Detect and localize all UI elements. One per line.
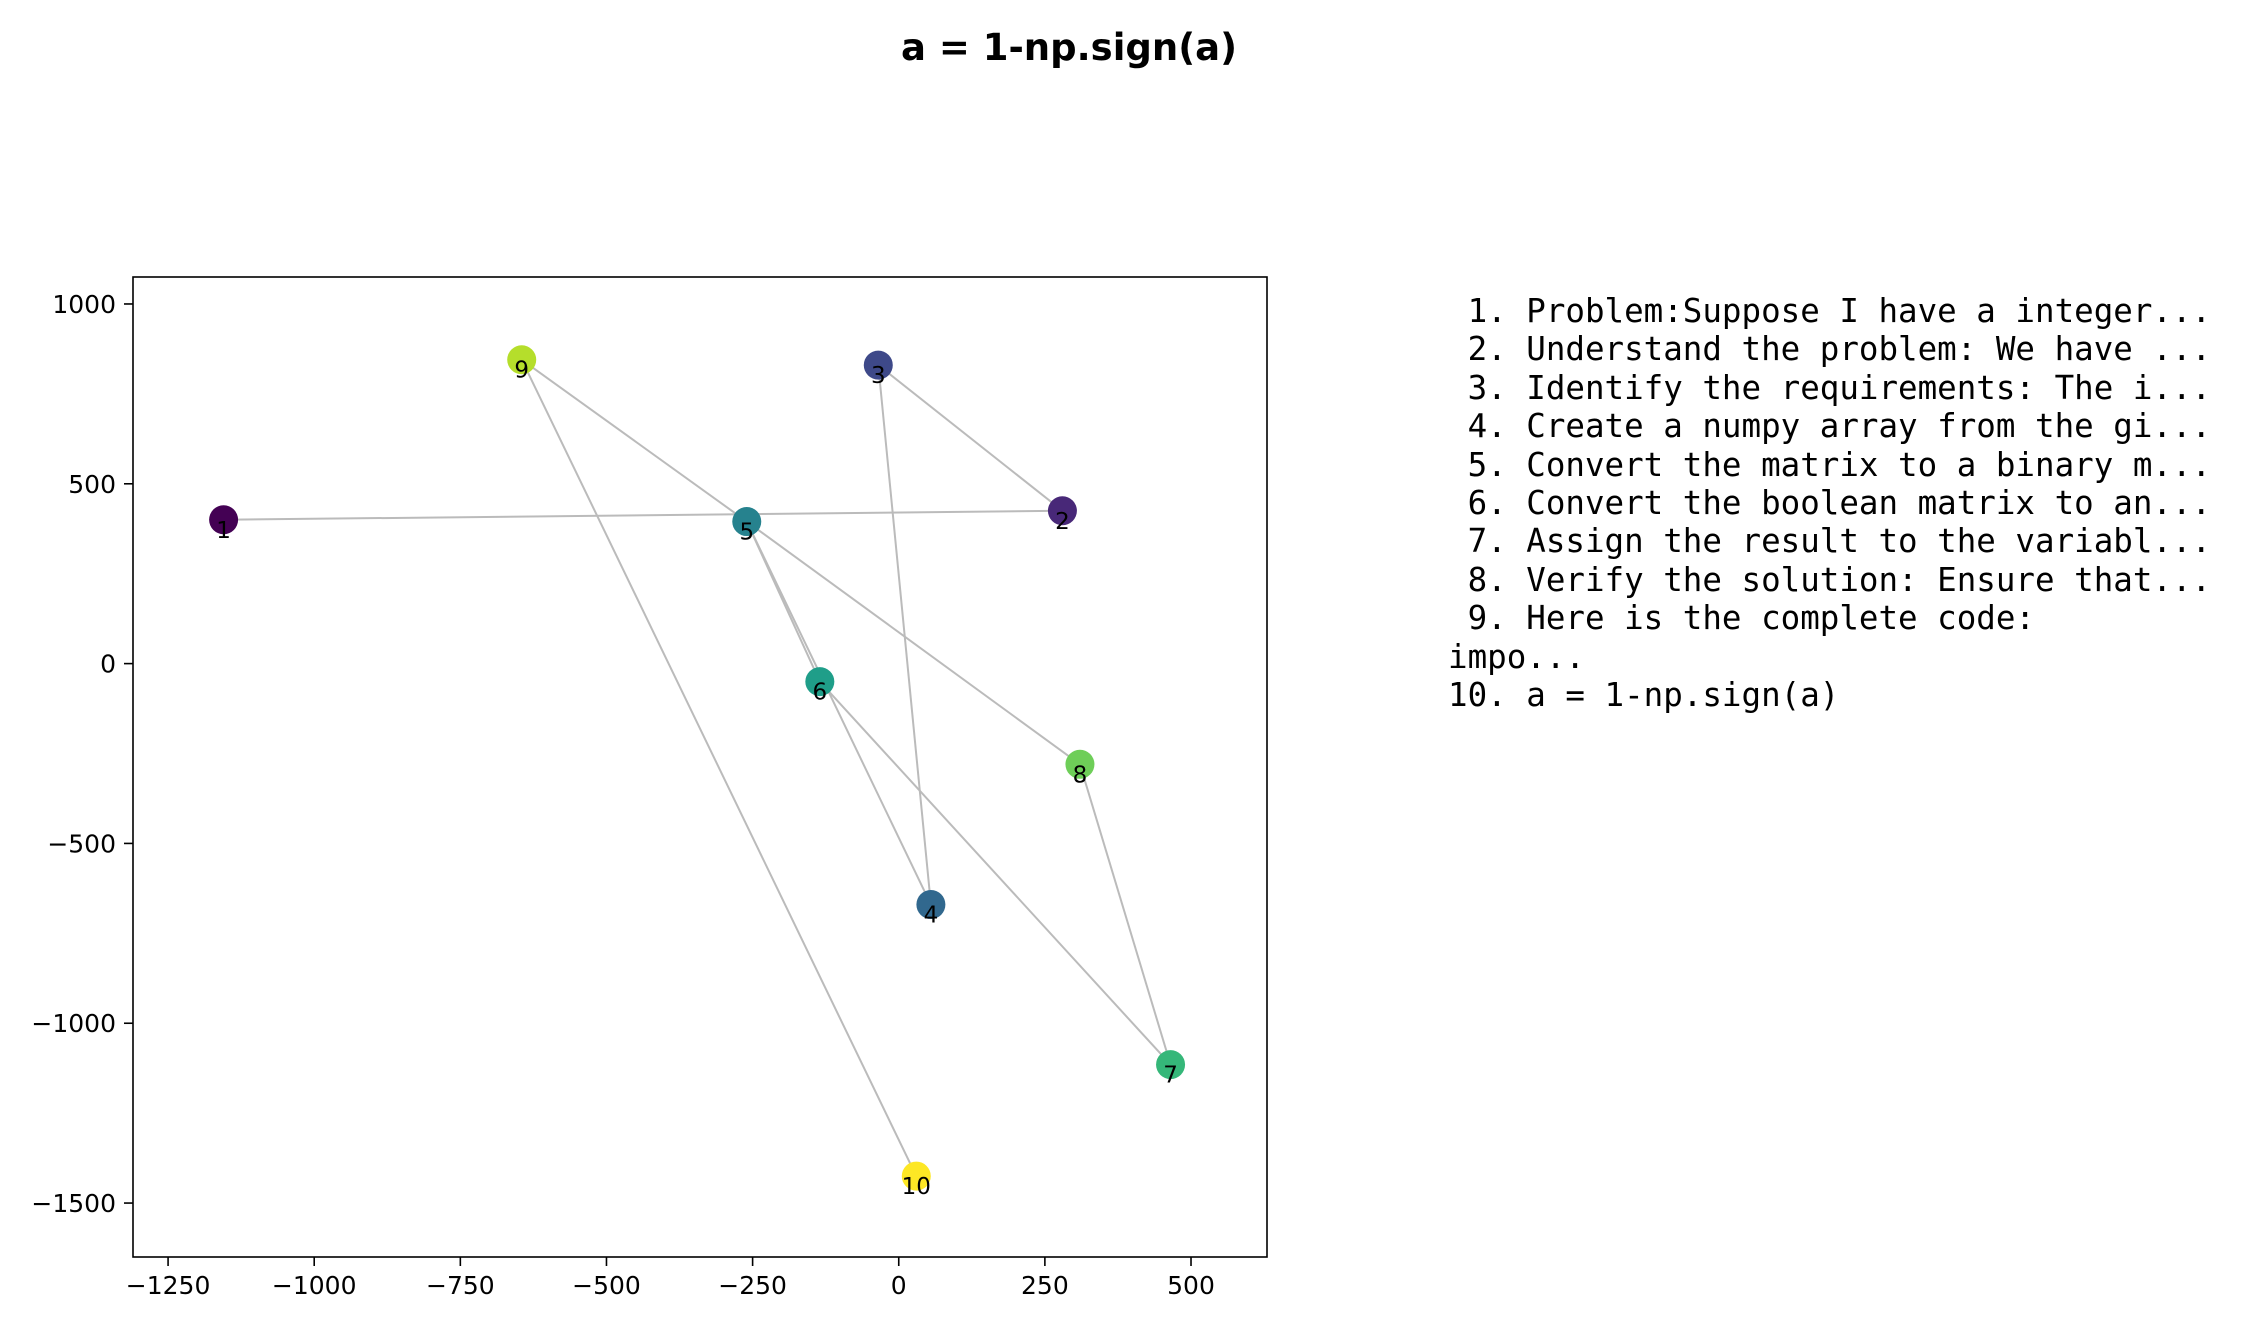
edge-line [223, 509, 1063, 521]
edge-layer [223, 358, 1172, 1177]
x-tick-label: −250 [718, 1271, 787, 1300]
legend-item: 6. Convert the boolean matrix to an... [1448, 484, 2212, 523]
point-layer [209, 345, 1186, 1191]
edge-line [1078, 764, 1172, 1065]
legend-item: 5. Convert the matrix to a binary m... [1448, 445, 2212, 484]
legend-item: 3. Identify the requirements: The i... [1448, 368, 2212, 407]
point-marker [209, 505, 239, 535]
edge-line [877, 364, 1064, 512]
y-tick-label: 0 [100, 650, 116, 679]
point-label: 7 [1163, 1063, 1178, 1089]
edge-line [877, 365, 932, 905]
legend-item: 8. Verify the solution: Ensure that... [1448, 560, 2212, 599]
point-marker [1065, 749, 1095, 779]
point-marker [1047, 496, 1077, 526]
y-tick-label: −1500 [31, 1189, 116, 1218]
chart-title: a = 1-np.sign(a) [901, 26, 1237, 69]
point-marker [805, 667, 835, 697]
x-tick-label: 0 [891, 1271, 907, 1300]
legend-item: 2. Understand the problem: We have ... [1448, 330, 2212, 369]
x-tick-label: 250 [1021, 1271, 1069, 1300]
point-label: 4 [924, 903, 939, 929]
point-marker [507, 345, 537, 375]
legend-item: 9. Here is the complete code: impo... [1448, 599, 2035, 676]
point-marker [863, 350, 893, 380]
edge-line [819, 680, 1172, 1066]
x-tick-label: −1000 [272, 1271, 357, 1300]
x-tick-label: −750 [426, 1271, 495, 1300]
y-tick-label: −500 [47, 829, 116, 858]
point-label: 10 [902, 1174, 931, 1200]
edge-line [746, 520, 1081, 766]
point-label: 3 [871, 363, 886, 389]
point-label: 6 [813, 680, 828, 706]
legend-item: 4. Create a numpy array from the gi... [1448, 407, 2212, 446]
edge-line [745, 521, 821, 683]
y-tick-label: 1000 [52, 290, 116, 319]
point-label: 9 [514, 358, 529, 384]
legend-item: 7. Assign the result to the variabl... [1448, 522, 2212, 561]
x-tick-label: −1250 [126, 1271, 211, 1300]
point-marker [732, 507, 762, 537]
point-label: 1 [216, 518, 231, 544]
point-label: 8 [1073, 762, 1088, 788]
x-axis: −1250 −1000 −750 −500 −250 0 250 500 [126, 1257, 1215, 1300]
legend-item: 1. Problem:Suppose I have a integer... [1448, 292, 2212, 330]
point-marker [901, 1161, 931, 1191]
y-axis: 1000 500 0 −500 −1000 −1500 [31, 290, 133, 1218]
edge-line [745, 521, 932, 905]
point-marker [916, 890, 946, 920]
point-marker [1156, 1050, 1186, 1080]
y-tick-label: −1000 [31, 1009, 116, 1038]
legend-item: 10. a = 1-np.sign(a) [1448, 676, 1840, 715]
plot-area-frame [132, 276, 1268, 1258]
edge-line [520, 359, 918, 1177]
point-label: 5 [739, 520, 754, 546]
x-tick-label: −500 [572, 1271, 641, 1300]
step-legend: 1. Problem:Suppose I have a integer... 2… [1448, 292, 2211, 714]
point-label: 2 [1055, 509, 1070, 535]
y-tick-label: 500 [68, 470, 116, 499]
edge-line [521, 358, 748, 523]
point-label-layer: 1 2 3 4 5 6 7 8 9 10 [216, 358, 1178, 1200]
x-tick-label: 500 [1167, 1271, 1215, 1300]
